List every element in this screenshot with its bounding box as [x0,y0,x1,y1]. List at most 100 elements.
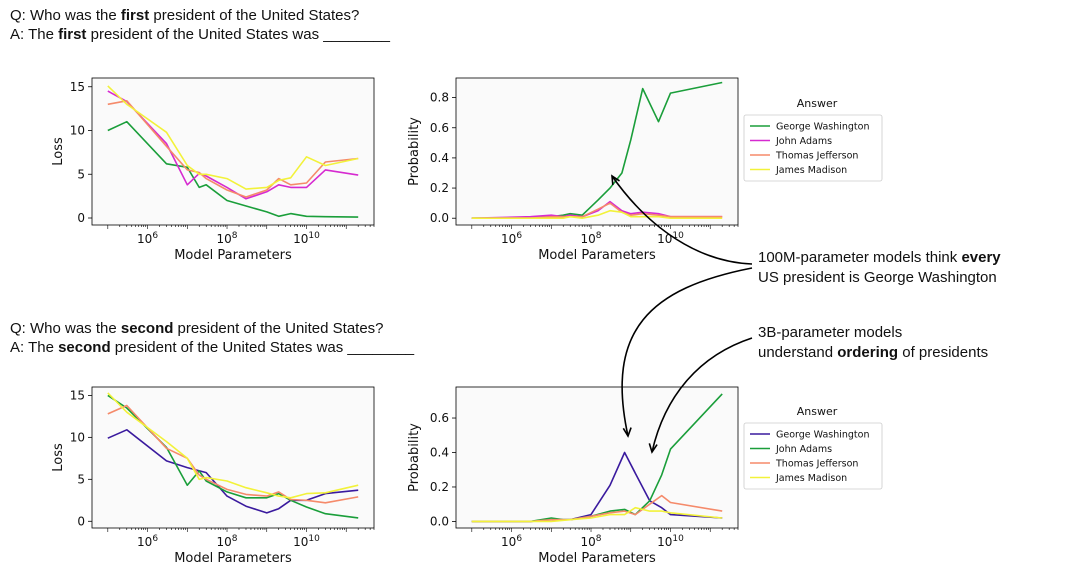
legend-label: John Adams [775,136,832,147]
annotation-arrow [611,175,753,265]
legend-box [743,422,883,490]
y-tick-label: 10 [70,430,85,444]
y-tick-label: 0.2 [430,181,449,195]
x-tick-label: 108 [217,231,238,246]
legend-title: Answer [797,405,838,418]
y-tick-label: 10 [70,124,85,138]
legend-label: James Madison [775,473,847,484]
y-tick-label: 15 [70,388,85,402]
question-text: Q: Who was the [10,320,121,337]
legend-label: George Washington [776,122,869,133]
answer-bold: first [58,26,87,43]
series-line-2 [107,100,359,198]
answer-text: president of the United States was _____… [110,339,415,356]
y-tick-label: 0.8 [430,91,449,105]
y-tick-label: 0 [77,211,85,225]
x-tick-label: 108 [581,534,602,549]
x-tick-label: 106 [137,534,158,549]
legend-label: Thomas Jefferson [775,151,858,162]
y-axis-label: Loss [51,137,66,166]
y-tick-label: 0.0 [430,211,449,225]
x-tick-label: 1010 [657,534,684,549]
question-text: president of the United States? [149,7,360,24]
annotation-text: understand [758,344,838,361]
x-tick-label: 1010 [293,534,320,549]
annotation-every-washington: 100M-parameter models think every US pre… [758,248,1001,288]
annotation-bold: ordering [837,344,899,361]
y-axis-label: Probability [407,423,422,492]
y-tick-label: 0 [77,514,85,528]
annotation-arrowhead [622,427,632,438]
legend-label: John Adams [775,444,832,455]
x-axis-label: Model Parameters [174,248,292,263]
annotation-line: 100M-parameter models think every [758,248,1001,268]
annotation-line: US president is George Washington [758,269,997,286]
y-tick-label: 0.2 [430,480,449,494]
qa-block-first: Q: Who was the first president of the Un… [10,6,390,44]
plot-area [455,77,739,226]
x-tick-label: 1010 [293,231,320,246]
y-tick-label: 0.4 [430,446,449,460]
annotation-text: of presidents [898,344,989,361]
annotation-bold: every [961,249,1001,266]
y-tick-label: 0.4 [430,151,449,165]
series-line-3 [471,506,723,523]
y-tick-label: 0.6 [430,121,449,135]
y-tick-label: 15 [70,80,85,94]
series-line-3 [471,209,723,219]
y-tick-label: 5 [77,472,85,486]
annotation-arrow [621,267,753,437]
x-tick-label: 1010 [657,231,684,246]
y-tick-label: 5 [77,167,85,181]
legend-title: Answer [797,97,838,110]
answer-line: A: The second president of the United St… [10,338,414,357]
answer-line: A: The first president of the United Sta… [10,25,390,44]
annotation-text: 100M-parameter models think [758,249,962,266]
series-line-2 [471,202,723,219]
qa-block-second: Q: Who was the second president of the U… [10,319,414,357]
question-bold: first [120,7,150,24]
answer-text: A: The [10,339,59,356]
series-line-0 [107,120,359,218]
x-tick-label: 108 [581,231,602,246]
annotation-line: 3B-parameter models [758,324,903,341]
series-line-2 [107,404,359,504]
plot-area [91,77,375,226]
legend-box [743,114,883,182]
series-line-3 [107,85,359,190]
annotation-arrow [651,337,753,453]
question-text: Q: Who was the [10,7,121,24]
y-axis-label: Probability [407,117,422,186]
y-tick-label: 0.0 [430,514,449,528]
question-line: Q: Who was the first president of the Un… [10,6,390,25]
annotation-arrowhead [611,174,620,186]
x-axis-label: Model Parameters [538,248,656,263]
question-line: Q: Who was the second president of the U… [10,319,414,338]
legend-label: James Madison [775,165,847,176]
answer-bold: second [58,339,111,356]
series-line-1 [107,394,359,519]
series-line-2 [471,494,723,523]
y-axis-label: Loss [51,443,66,472]
plot-area [91,386,375,529]
legend-label: George Washington [776,430,869,441]
x-tick-label: 108 [217,534,238,549]
answer-text: A: The [10,26,59,43]
question-bold: second [120,320,174,337]
x-tick-label: 106 [137,231,158,246]
legend-label: Thomas Jefferson [775,459,858,470]
series-line-3 [107,392,359,499]
answer-text: president of the United States was _____… [86,26,390,43]
x-axis-label: Model Parameters [538,551,656,566]
annotation-arrowhead [648,443,658,454]
annotation-line: understand ordering of presidents [758,343,988,363]
annotation-ordering: 3B-parameter models understand ordering … [758,323,988,363]
x-tick-label: 106 [501,534,522,549]
x-tick-label: 106 [501,231,522,246]
y-tick-label: 0.6 [430,411,449,425]
